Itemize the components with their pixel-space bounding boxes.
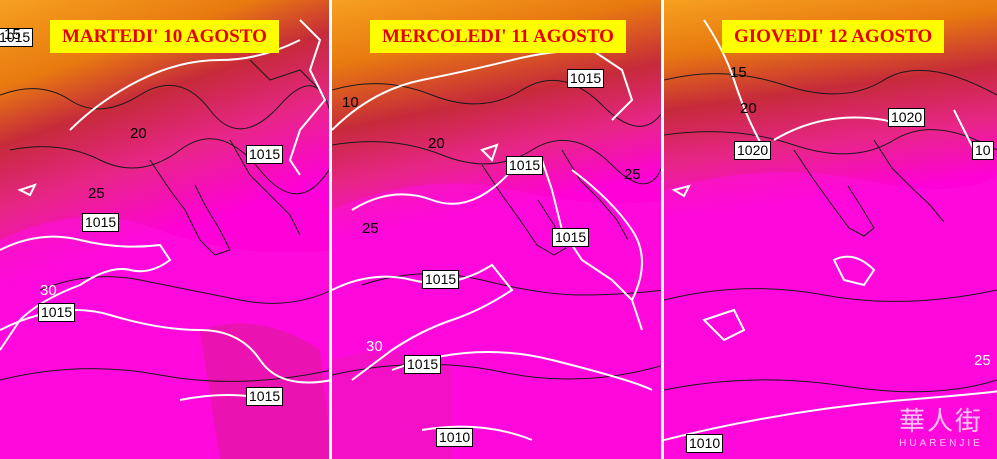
isobar-label: 1020 [888,108,926,127]
temperature-label: 25 [974,352,991,369]
isobar-lines [664,19,997,441]
temperature-label: 15 [4,26,21,43]
temperature-label: 30 [40,282,57,299]
watermark-text: HUARENJIE [899,438,983,449]
isobar-label: 1020 [734,141,772,160]
temperature-field-map [332,0,661,459]
isobar-label: 1015 [422,270,460,289]
temperature-label: 15 [730,64,747,81]
isobar-label: 1015 [506,156,544,175]
temperature-label: 20 [428,135,445,152]
watermark-logo: 華人街 HUARENJIE [899,401,983,449]
panel-title: MARTEDI' 10 AGOSTO [50,20,279,53]
panel-title: MERCOLEDI' 11 AGOSTO [370,20,626,53]
temperature-label: 25 [88,185,105,202]
temperature-label: 25 [362,220,379,237]
isobar-label: 1010 [436,428,474,447]
coastline [664,69,997,393]
temperature-label: 30 [366,338,383,355]
isobar-label: 1010 [686,434,724,453]
coastline [0,59,329,382]
isobar-label: 1015 [246,387,284,406]
isobar-label: 1015 [552,228,590,247]
temperature-label: 20 [740,100,757,117]
map-panel-aug-12: GIOVEDI' 12 AGOSTO 1020 1020 10 1010 15 … [664,0,997,459]
isobar-label: 1015 [404,355,442,374]
panel-title: GIOVEDI' 12 AGOSTO [722,20,945,53]
isobar-label: 1015 [567,69,605,88]
isobar-label: 1015 [38,303,76,322]
temperature-field-map [664,0,997,459]
isobar-label: 1015 [0,28,34,47]
isobar-label: 10 [972,141,994,160]
temperature-label: 10 [342,94,359,111]
watermark-glyph: 華人街 [898,407,983,437]
temperature-label: 25 [624,166,641,183]
map-panel-aug-11: MERCOLEDI' 11 AGOSTO 1015 1015 1015 1015… [332,0,664,459]
isobar-label: 1015 [82,213,120,232]
temperature-label: 20 [130,125,147,142]
map-panel-aug-10: MARTEDI' 10 AGOSTO 1015 1015 1015 1015 1… [0,0,332,459]
isobar-label: 1015 [246,145,284,164]
